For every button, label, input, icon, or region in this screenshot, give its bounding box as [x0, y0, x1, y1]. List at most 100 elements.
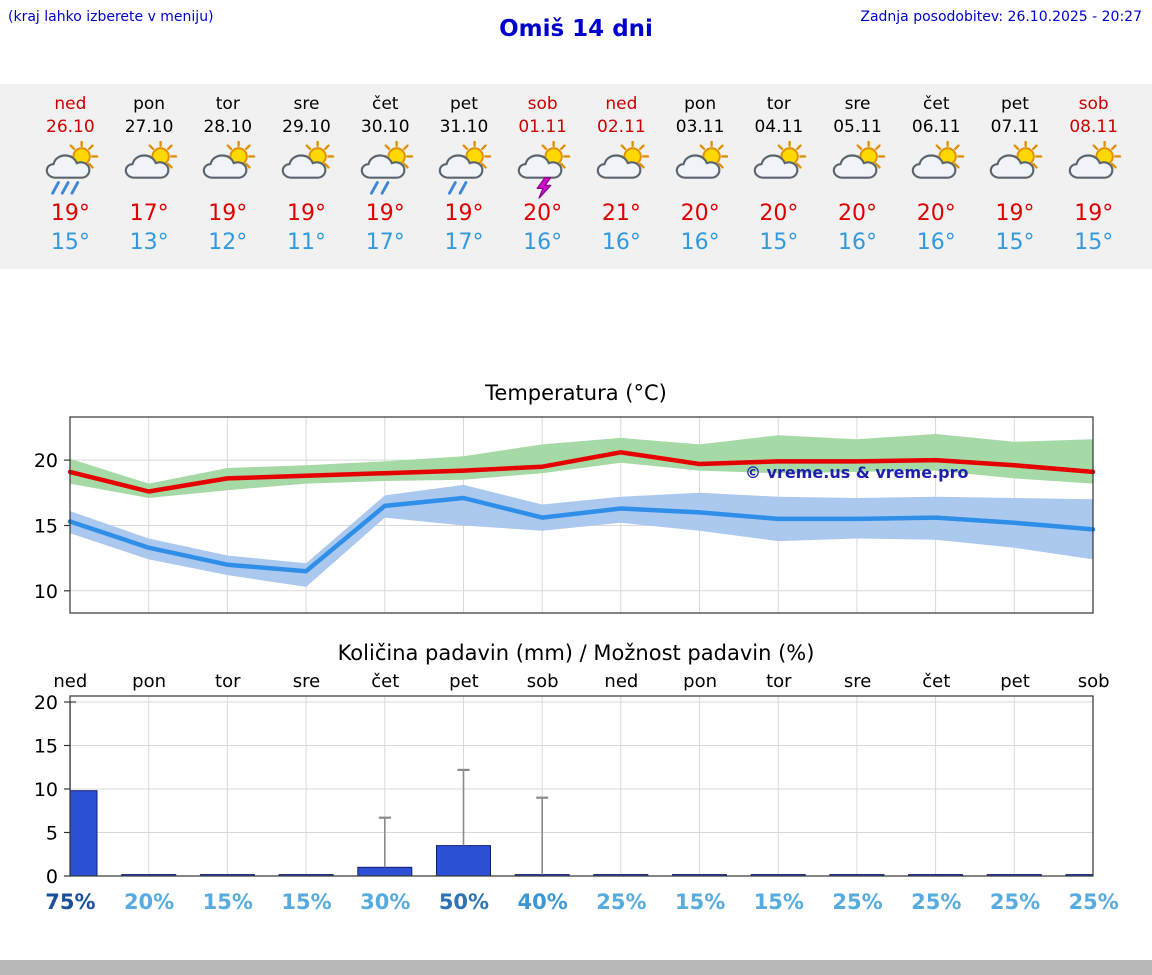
- precip-day-label: pet: [449, 671, 479, 692]
- day-low-temp: 17°: [365, 230, 405, 255]
- day-date: 26.10: [46, 117, 95, 137]
- forecast-day: sre 29.10 19° 11°: [267, 94, 346, 255]
- forecast-day: pon 27.10 17° 13°: [110, 94, 189, 255]
- forecast-strip: ned 26.10 19° 15° pon 27.10 17° 13° tor 28.10 19° 1…: [0, 84, 1152, 269]
- forecast-day: čet 30.10 19° 17°: [346, 94, 425, 255]
- menu-hint: (kraj lahko izberete v meniju): [8, 9, 214, 25]
- forecast-day: ned 26.10 19° 15°: [31, 94, 110, 255]
- last-update-label: Zadnja posodobitev: 26.10.2025 - 20:27: [860, 9, 1142, 25]
- day-date: 06.11: [911, 117, 961, 137]
- forecast-day: tor 04.11 20° 15°: [739, 94, 818, 255]
- day-high-temp: 17°: [129, 201, 169, 226]
- day-name: čet: [371, 94, 399, 114]
- watermark-link[interactable]: © vreme.us & vreme.pro: [745, 463, 969, 482]
- day-low-temp: 15°: [1074, 230, 1114, 255]
- day-high-temp: 19°: [1074, 201, 1114, 226]
- temperature-section: Temperatura (°C) 10 15 20 © vreme.us & vre…: [0, 381, 1152, 621]
- day-name: sre: [293, 94, 320, 114]
- day-date: 01.11: [518, 117, 567, 137]
- day-name: tor: [766, 94, 791, 114]
- day-high-temp: 19°: [444, 201, 484, 226]
- precip-day-labels: ned pon tor sre čet pet sob ned pon tor sre čet pet s…: [0, 671, 1152, 692]
- precip-day-label: sre: [292, 671, 321, 692]
- precip-probability: 15%: [674, 890, 726, 914]
- precip-probability: 25%: [989, 890, 1041, 914]
- day-low-temp: 15°: [50, 230, 90, 255]
- day-name: sob: [1078, 94, 1109, 114]
- day-high-temp: 19°: [50, 201, 90, 226]
- svg-text:10: 10: [34, 779, 58, 801]
- day-low-temp: 17°: [444, 230, 484, 255]
- day-name: tor: [215, 94, 240, 114]
- svg-text:5: 5: [46, 823, 58, 845]
- sun-cloud-icon: [739, 141, 818, 198]
- svg-text:20: 20: [34, 694, 58, 714]
- precip-probability: 50%: [438, 890, 490, 914]
- svg-text:20: 20: [34, 450, 58, 472]
- sun-cloud-rain2-icon: [346, 141, 425, 198]
- day-name: sob: [527, 94, 558, 114]
- day-low-temp: 16°: [523, 230, 563, 255]
- sun-cloud-icon: [110, 141, 189, 198]
- day-high-temp: 20°: [523, 201, 563, 226]
- day-date: 28.10: [203, 117, 253, 137]
- temperature-chart-title: Temperatura (°C): [485, 381, 667, 405]
- precipitation-chart-title: Količina padavin (mm) / Možnost padavin …: [337, 641, 815, 665]
- day-low-temp: 15°: [995, 230, 1035, 255]
- forecast-day: ned 02.11 21° 16°: [582, 94, 661, 255]
- day-low-temp: 16°: [838, 230, 878, 255]
- day-date: 08.11: [1069, 117, 1119, 137]
- forecast-day: tor 28.10 19° 12°: [188, 94, 267, 255]
- svg-text:15: 15: [34, 736, 58, 758]
- day-high-temp: 20°: [759, 201, 799, 226]
- day-high-temp: 20°: [916, 201, 956, 226]
- day-date: 05.11: [833, 117, 882, 137]
- precip-day-label: tor: [215, 671, 241, 692]
- day-name: čet: [923, 94, 950, 114]
- day-name: pet: [1001, 94, 1029, 114]
- svg-text:0: 0: [46, 866, 58, 884]
- precipitation-chart: 0 5 10 15 20: [34, 694, 1094, 884]
- day-low-temp: 12°: [208, 230, 248, 255]
- day-high-temp: 19°: [287, 201, 327, 226]
- precip-probability: 75%: [45, 890, 96, 914]
- topbar: (kraj lahko izberete v meniju) Omiš 14 d…: [0, 0, 1152, 60]
- footer-bar: [0, 960, 1152, 975]
- precip-day-label: pon: [683, 671, 718, 692]
- day-low-temp: 11°: [287, 230, 327, 255]
- temperature-chart-wrap: 10 15 20 © vreme.us & vreme.pro: [0, 411, 1152, 621]
- forecast-day: pon 03.11 20° 16°: [661, 94, 740, 255]
- precip-probability: 40%: [517, 890, 568, 914]
- day-date: 03.11: [675, 117, 725, 137]
- sun-cloud-icon: [267, 141, 346, 198]
- day-low-temp: 16°: [601, 230, 641, 255]
- day-date: 27.10: [124, 117, 174, 137]
- precip-probability: 20%: [123, 890, 175, 914]
- sun-cloud-icon: [976, 141, 1055, 198]
- day-low-temp: 13°: [129, 230, 169, 255]
- precip-probability: 25%: [832, 890, 883, 914]
- precip-probability: 15%: [753, 890, 804, 914]
- svg-text:15: 15: [34, 516, 58, 538]
- day-date: 04.11: [754, 117, 804, 137]
- sun-cloud-icon: [818, 141, 897, 198]
- forecast-day: čet 06.11 20° 16°: [897, 94, 976, 255]
- forecast-day: sob 01.11 20° 16°: [503, 94, 582, 255]
- temperature-chart: 10 15 20: [34, 416, 1096, 614]
- day-high-temp: 20°: [838, 201, 878, 226]
- precip-probability: 15%: [202, 890, 253, 914]
- day-name: pon: [133, 94, 166, 114]
- precip-day-label: čet: [922, 671, 951, 692]
- precip-probability: 30%: [360, 890, 411, 914]
- precip-probability-row: 75% 20% 15% 15% 30% 50% 40% 25% 15% 15% 25% 25% 25% 2…: [0, 890, 1152, 914]
- day-high-temp: 19°: [365, 201, 405, 226]
- day-date: 30.10: [360, 117, 410, 137]
- day-date: 07.11: [990, 117, 1040, 137]
- sun-cloud-icon: [188, 141, 267, 198]
- precipitation-section: Količina padavin (mm) / Možnost padavin …: [0, 641, 1152, 914]
- day-date: 31.10: [439, 117, 489, 137]
- day-name: pon: [684, 94, 717, 114]
- forecast-day: sob 08.11 19° 15°: [1054, 94, 1133, 255]
- precip-probability: 15%: [281, 890, 332, 914]
- forecast-day: pet 07.11 19° 15°: [976, 94, 1055, 255]
